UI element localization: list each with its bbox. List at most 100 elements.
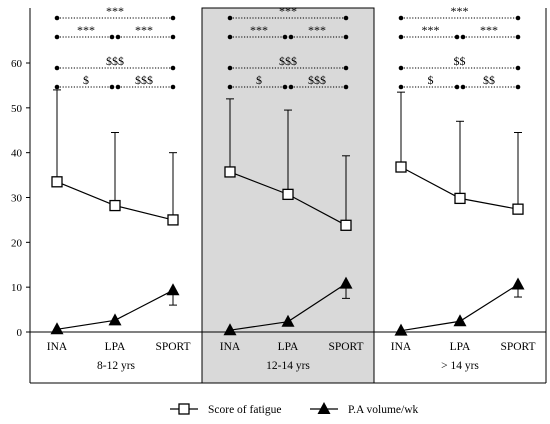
x-category-label: LPA: [450, 341, 471, 353]
legend-triangle-icon: [317, 402, 331, 414]
significance-label: $$: [483, 73, 495, 87]
bracket-end-dot: [170, 15, 176, 21]
x-category-label: INA: [47, 341, 68, 353]
x-axis: INA LPA SPORT 8-12 yrs INA LPA SPORT 12-14 yrs I…: [47, 341, 536, 372]
legend: Score of fatigue P.A volume/wk: [170, 402, 419, 416]
x-category-label: LPA: [105, 341, 126, 353]
axes-frame: [29, 8, 547, 384]
bracket-end-dot: [515, 65, 521, 71]
pa-volume-point: [108, 313, 122, 326]
x-category-label: LPA: [278, 341, 299, 353]
fatigue-point: [395, 161, 407, 173]
bracket-end-dot: [54, 84, 60, 90]
y-tick-label: 40: [11, 148, 23, 160]
pa-volume-point: [453, 314, 467, 327]
pa-volume-point: [223, 323, 237, 336]
bracket-end-dot: [115, 84, 121, 90]
y-tick-label: 30: [11, 193, 23, 205]
fatigue-point: [224, 166, 236, 178]
x-category-label: SPORT: [500, 341, 535, 353]
bracket-end-dot: [54, 34, 60, 40]
age-group-label: > 14 yrs: [441, 360, 479, 372]
y-axis: 0 10 20 30 40 50 60: [11, 58, 30, 339]
bracket-end-dot: [54, 15, 60, 21]
bracket-end-dot: [460, 84, 466, 90]
pa-volume-point: [511, 277, 525, 290]
bracket-end-dot: [398, 15, 404, 21]
y-tick-label: 50: [11, 103, 23, 115]
bracket-end-dot: [109, 84, 115, 90]
significance-label: ***: [135, 23, 153, 37]
x-category-label: INA: [391, 341, 412, 353]
significance-label: ***: [77, 23, 95, 37]
fatigue-point: [167, 214, 179, 226]
panel-1: ****** ***$$$$ $$$: [50, 4, 180, 335]
significance-label: $$$: [279, 54, 297, 68]
bracket-end-dot: [282, 34, 288, 40]
significance-label: ***: [308, 23, 326, 37]
x-category-label: INA: [220, 341, 241, 353]
significance-label: ***: [451, 4, 469, 18]
significance-label: ***: [480, 23, 498, 37]
y-tick-label: 10: [11, 282, 23, 294]
bracket-end-dot: [454, 84, 460, 90]
pa-volume-point: [339, 276, 353, 289]
significance-label: ***: [250, 23, 268, 37]
bracket-end-dot: [343, 84, 349, 90]
bracket-end-dot: [170, 65, 176, 71]
panel-3: ****** ***$$$ $$: [394, 4, 525, 336]
bracket-end-dot: [398, 84, 404, 90]
pa-volume-point: [166, 283, 180, 296]
legend-square-icon: [178, 403, 190, 415]
significance-label: $$$: [308, 73, 326, 87]
significance-label: $: [428, 73, 434, 87]
bracket-end-dot: [227, 84, 233, 90]
y-tick-label: 20: [11, 237, 23, 249]
y-tick-label: 0: [17, 327, 23, 339]
x-category-label: SPORT: [155, 341, 190, 353]
pa-volume-point: [50, 322, 64, 335]
bracket-end-dot: [54, 65, 60, 71]
x-category-label: SPORT: [328, 341, 363, 353]
y-tick-label: 60: [11, 58, 23, 70]
bracket-end-dot: [515, 34, 521, 40]
bracket-end-dot: [398, 34, 404, 40]
legend-label: P.A volume/wk: [348, 404, 419, 416]
fatigue-point: [51, 176, 63, 188]
bracket-end-dot: [343, 34, 349, 40]
bracket-end-dot: [170, 34, 176, 40]
bracket-end-dot: [515, 84, 521, 90]
significance-label: ***: [422, 23, 440, 37]
significance-label: $$$: [135, 73, 153, 87]
bracket-end-dot: [343, 65, 349, 71]
bracket-end-dot: [227, 65, 233, 71]
fatigue-point: [109, 199, 121, 212]
bracket-end-dot: [343, 15, 349, 21]
bracket-end-dot: [460, 34, 466, 40]
bracket-end-dot: [288, 34, 294, 40]
bracket-end-dot: [515, 15, 521, 21]
plot-area: ****** ***$$$$ $$$****** ***$$$$ $$$****** **…: [50, 4, 525, 336]
bracket-end-dot: [109, 34, 115, 40]
age-group-label: 12-14 yrs: [266, 360, 310, 372]
significance-label: $$$: [106, 54, 124, 68]
significance-label: $: [256, 73, 262, 87]
fatigue-point: [282, 188, 294, 201]
bracket-end-dot: [454, 34, 460, 40]
bracket-end-dot: [227, 34, 233, 40]
pa-volume-point: [281, 314, 295, 327]
significance-label: ***: [279, 4, 297, 18]
panel-2: ****** ***$$$$ $$$: [223, 4, 353, 336]
fatigue-point: [340, 219, 352, 231]
age-group-label: 8-12 yrs: [97, 360, 136, 372]
bracket-end-dot: [115, 34, 121, 40]
significance-label: $: [83, 73, 89, 87]
significance-label: ***: [106, 4, 124, 18]
bracket-end-dot: [170, 84, 176, 90]
bracket-end-dot: [227, 15, 233, 21]
fatigue-point: [454, 192, 466, 205]
significance-label: $$: [454, 54, 466, 68]
bracket-end-dot: [288, 84, 294, 90]
fatigue-point: [512, 203, 524, 215]
